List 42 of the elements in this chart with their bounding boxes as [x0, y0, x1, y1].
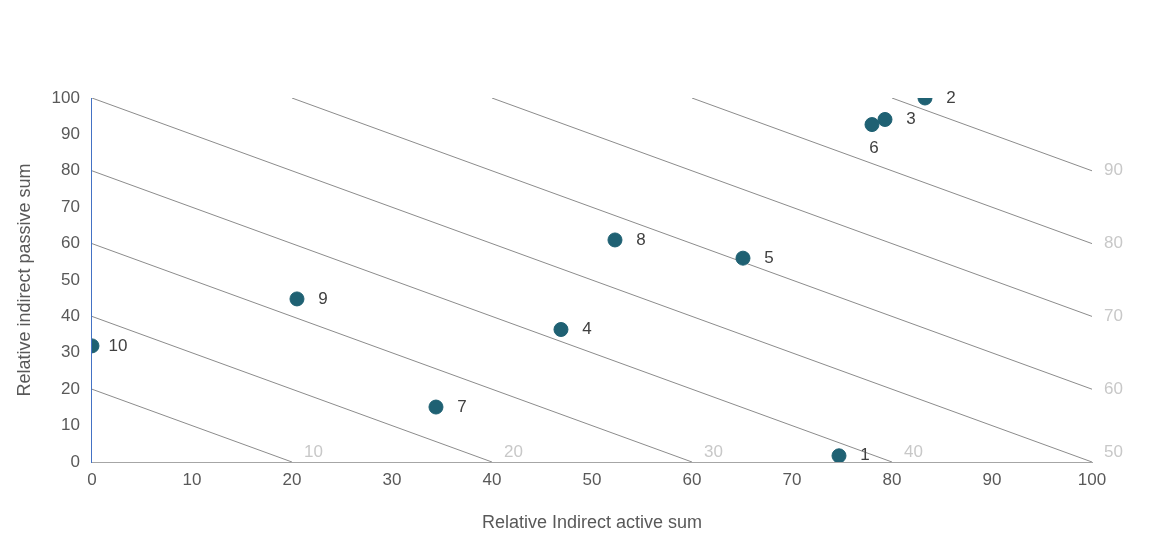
- x-tick-label: 40: [482, 469, 502, 489]
- annotation: 8: [636, 229, 646, 249]
- x-tick-label: 80: [882, 469, 902, 489]
- annotation: 10: [108, 335, 128, 355]
- x-tick-label: 0: [87, 469, 97, 489]
- y-tick-label: 60: [61, 233, 80, 253]
- y-tick-label: 30: [61, 342, 80, 362]
- x-tick-label: 30: [382, 469, 402, 489]
- x-axis-title: Relative Indirect active sum: [481, 512, 703, 533]
- y-tick-label: 80: [61, 160, 80, 180]
- y-tick-label: 90: [61, 124, 80, 144]
- point: [864, 117, 880, 133]
- y-tick-label: 50: [61, 269, 80, 289]
- annotation: 1: [860, 445, 870, 465]
- y-tick-label: 20: [61, 378, 80, 398]
- y-tick-label: 40: [61, 306, 80, 326]
- point: [553, 322, 569, 337]
- point: [735, 250, 751, 266]
- x-tick-label: 90: [982, 469, 1002, 489]
- y-tick-label: 0: [70, 451, 80, 471]
- annotation: 4: [582, 319, 592, 339]
- point: [289, 291, 305, 307]
- x-tick-label: 70: [782, 469, 802, 489]
- annotation: 6: [869, 138, 879, 158]
- point: [831, 448, 847, 462]
- y-tick-label: 70: [61, 196, 80, 216]
- annotation: 2: [946, 87, 956, 107]
- x-tick-label: 100: [1077, 469, 1107, 489]
- annotation: 9: [318, 288, 328, 308]
- annotation: 5: [764, 247, 774, 267]
- point: [428, 399, 444, 415]
- x-tick-label: 10: [182, 469, 202, 489]
- y-axis-title: Relative indirect passive sum: [13, 163, 34, 397]
- point: [607, 232, 623, 248]
- annotation: 3: [906, 109, 916, 129]
- annotation: 7: [457, 396, 467, 416]
- y-tick-label: 100: [51, 87, 80, 107]
- y-tick-label: 10: [61, 415, 80, 435]
- x-tick-label: 60: [682, 469, 702, 489]
- point: [877, 111, 893, 127]
- x-tick-label: 20: [282, 469, 302, 489]
- x-tick-label: 50: [582, 469, 602, 489]
